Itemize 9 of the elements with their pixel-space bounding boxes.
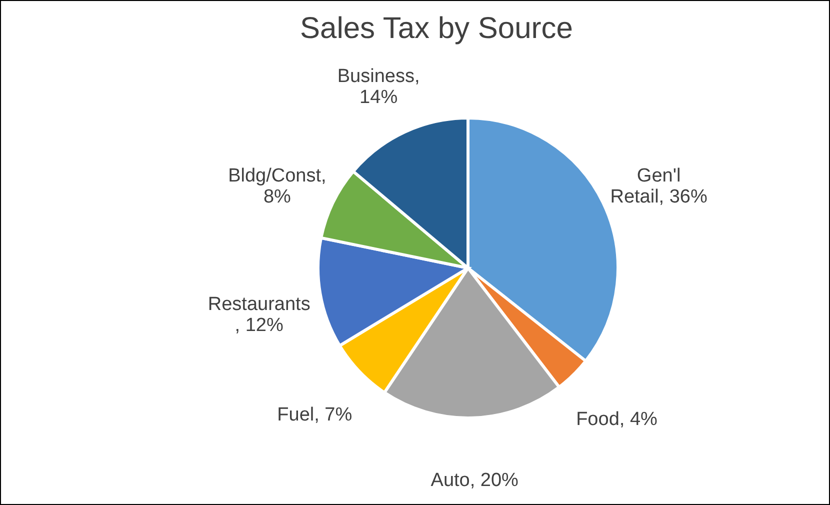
slice-label: Bldg/Const, 8%	[228, 166, 326, 208]
slice-label: Food, 4%	[576, 409, 658, 430]
slice-label: Restaurants	[208, 294, 310, 316]
slice-label: Business, 14%	[337, 66, 420, 108]
data-label: , 12%	[234, 315, 284, 336]
slice-label: Auto, 20%	[430, 470, 519, 491]
slice-label: Fuel, 7%	[277, 404, 352, 426]
slice-label: Gen'l Retail, 36%	[610, 166, 708, 208]
chart-title: Sales Tax by Source	[300, 12, 573, 45]
